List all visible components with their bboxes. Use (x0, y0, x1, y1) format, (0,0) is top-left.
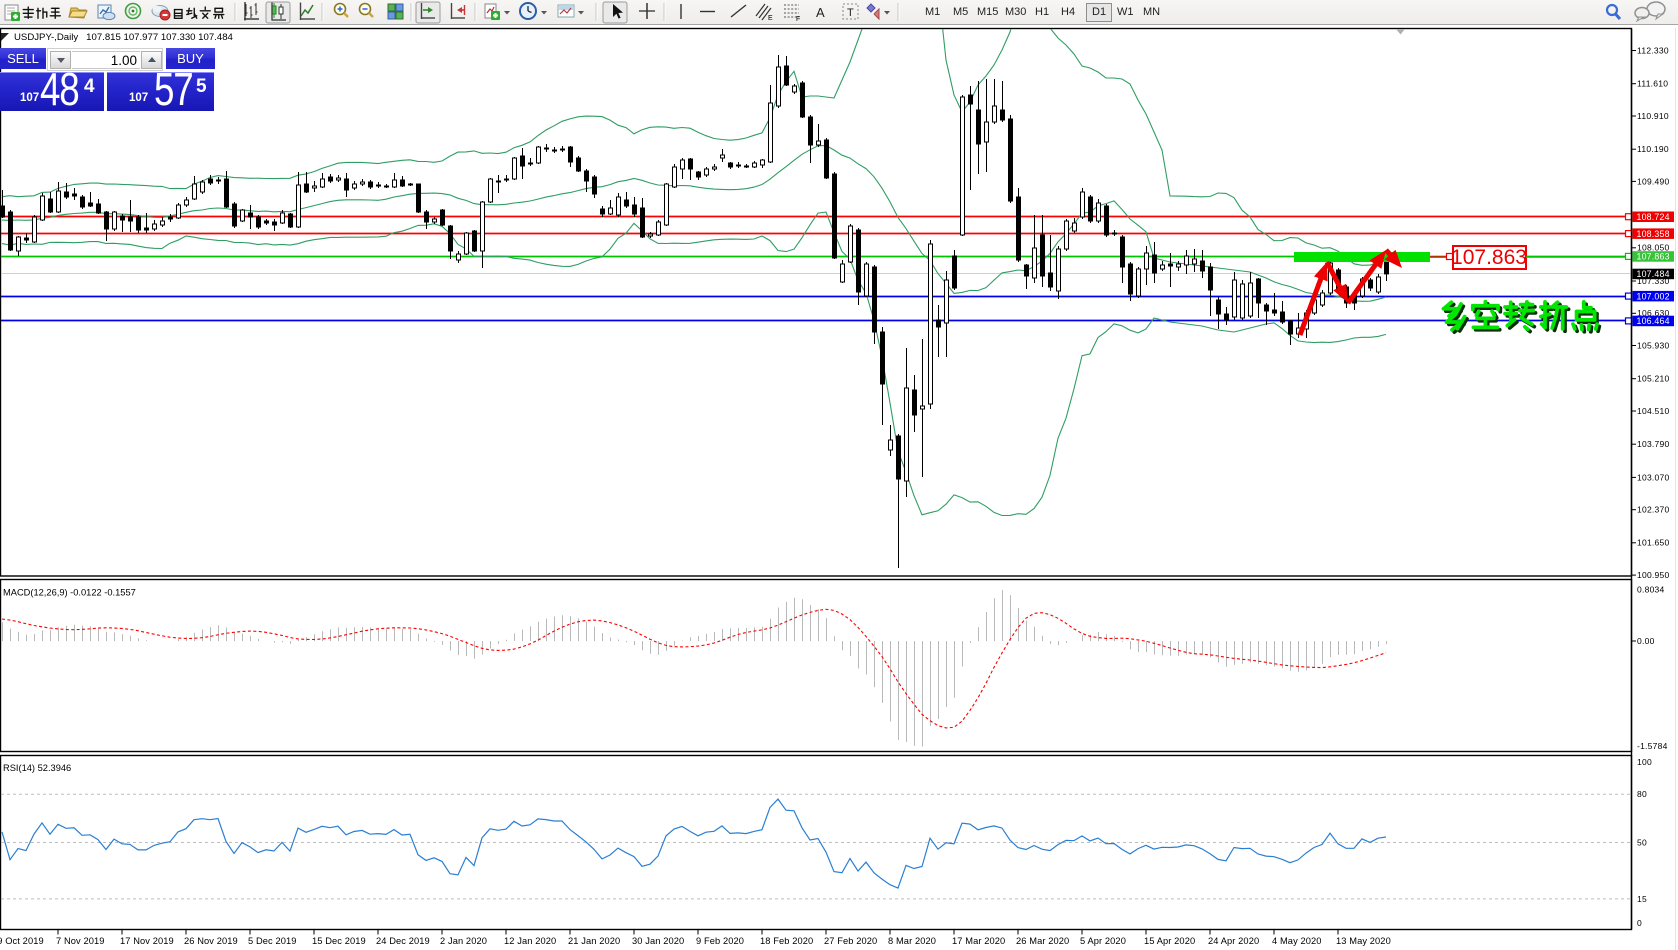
svg-text:27 Feb 2020: 27 Feb 2020 (824, 936, 877, 946)
svg-text:110.910: 110.910 (1637, 111, 1669, 121)
svg-text:4 May 2020: 4 May 2020 (1272, 936, 1322, 946)
svg-text:9 Feb 2020: 9 Feb 2020 (696, 936, 744, 946)
svg-text:MACD(12,26,9) -0.0122 -0.1557: MACD(12,26,9) -0.0122 -0.1557 (3, 588, 136, 598)
svg-text:8 Mar 2020: 8 Mar 2020 (888, 936, 936, 946)
svg-text:50: 50 (1637, 837, 1647, 847)
svg-text:103.070: 103.070 (1637, 472, 1669, 482)
svg-text:109.490: 109.490 (1637, 176, 1669, 186)
svg-text:24 Apr 2020: 24 Apr 2020 (1208, 936, 1259, 946)
svg-text:15 Dec 2019: 15 Dec 2019 (312, 936, 366, 946)
svg-text:-1.5784: -1.5784 (1637, 741, 1668, 751)
svg-text:105.930: 105.930 (1637, 340, 1669, 350)
svg-text:101.650: 101.650 (1637, 538, 1669, 548)
svg-text:A: A (816, 5, 825, 20)
svg-text:108.050: 108.050 (1637, 243, 1669, 253)
svg-text:106.630: 106.630 (1637, 308, 1669, 318)
svg-text:24 Dec 2019: 24 Dec 2019 (376, 936, 430, 946)
svg-text:18 Feb 2020: 18 Feb 2020 (760, 936, 813, 946)
svg-text:0.00: 0.00 (1637, 636, 1655, 646)
svg-text:112.330: 112.330 (1637, 45, 1669, 55)
svg-text:108.724: 108.724 (1637, 212, 1670, 222)
svg-text:107.863: 107.863 (1637, 252, 1670, 262)
svg-text:F: F (796, 16, 800, 23)
svg-text:0: 0 (1637, 918, 1642, 928)
svg-text:104.510: 104.510 (1637, 406, 1669, 416)
svg-text:26 Nov 2019: 26 Nov 2019 (184, 936, 238, 946)
svg-text:107.002: 107.002 (1637, 291, 1670, 301)
svg-text:103.790: 103.790 (1637, 439, 1669, 449)
svg-text:30 Jan 2020: 30 Jan 2020 (632, 936, 684, 946)
svg-text:80: 80 (1637, 789, 1647, 799)
svg-text:110.190: 110.190 (1637, 144, 1669, 154)
svg-text:T: T (847, 7, 854, 19)
svg-text:21 Jan 2020: 21 Jan 2020 (568, 936, 620, 946)
svg-text:26 Mar 2020: 26 Mar 2020 (1016, 936, 1069, 946)
svg-text:5 Apr 2020: 5 Apr 2020 (1080, 936, 1126, 946)
svg-text:13 May 2020: 13 May 2020 (1336, 936, 1391, 946)
svg-text:106.464: 106.464 (1637, 316, 1670, 326)
svg-text:17 Mar 2020: 17 Mar 2020 (952, 936, 1005, 946)
svg-text:107.863: 107.863 (1451, 246, 1527, 269)
svg-text:E: E (768, 15, 773, 22)
svg-text:15 Apr 2020: 15 Apr 2020 (1144, 936, 1195, 946)
svg-text:2 Jan 2020: 2 Jan 2020 (440, 936, 487, 946)
svg-text:102.370: 102.370 (1637, 505, 1669, 515)
svg-text:5 Dec 2019: 5 Dec 2019 (248, 936, 297, 946)
svg-text:17 Nov 2019: 17 Nov 2019 (120, 936, 174, 946)
svg-text:RSI(14) 52.3946: RSI(14) 52.3946 (3, 763, 71, 773)
svg-text:29 Oct 2019: 29 Oct 2019 (0, 936, 44, 946)
svg-text:105.210: 105.210 (1637, 374, 1669, 384)
svg-text:0.8034: 0.8034 (1637, 585, 1665, 595)
svg-text:107.330: 107.330 (1637, 276, 1669, 286)
svg-text:7 Nov 2019: 7 Nov 2019 (56, 936, 105, 946)
svg-text:111.610: 111.610 (1637, 79, 1668, 89)
svg-text:100.950: 100.950 (1637, 570, 1669, 580)
svg-text:100: 100 (1637, 757, 1652, 767)
svg-text:107.484: 107.484 (1637, 269, 1670, 279)
svg-text:15: 15 (1637, 894, 1647, 904)
svg-text:108.358: 108.358 (1637, 229, 1670, 239)
svg-text:12 Jan 2020: 12 Jan 2020 (504, 936, 556, 946)
